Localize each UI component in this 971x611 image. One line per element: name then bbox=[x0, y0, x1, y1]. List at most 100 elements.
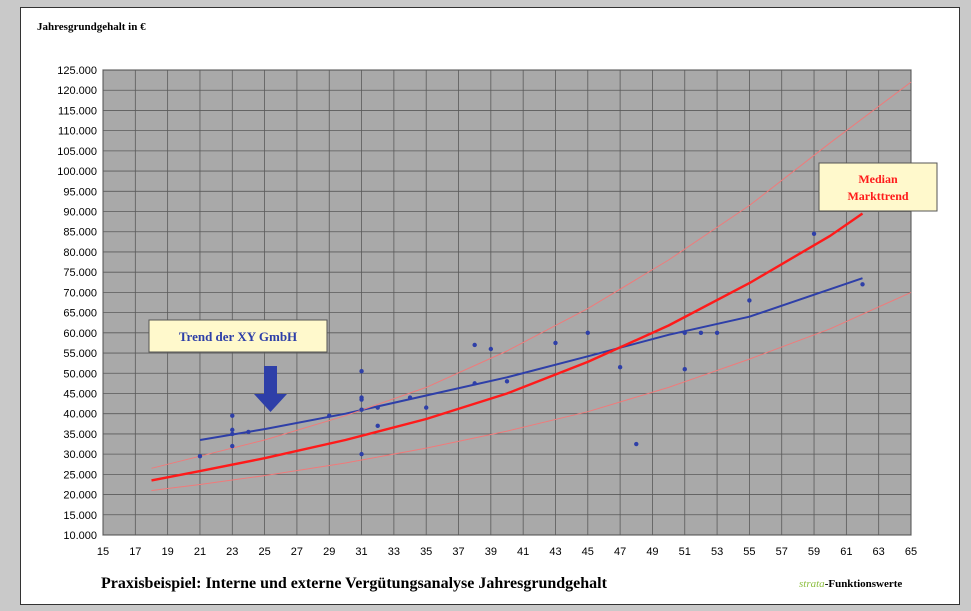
series-line-lower bbox=[151, 291, 912, 491]
y-tick-label: 10.000 bbox=[63, 530, 97, 542]
x-tick-label: 15 bbox=[97, 546, 109, 558]
data-point bbox=[230, 443, 235, 449]
footer-title: Praxisbeispiel: Interne und externe Verg… bbox=[101, 575, 608, 592]
data-point bbox=[230, 427, 235, 433]
data-point bbox=[246, 429, 251, 435]
footer-brand: strata-Funktionswerte bbox=[799, 578, 902, 590]
y-tick-label: 35.000 bbox=[63, 429, 97, 441]
footer-brand-em: strata bbox=[799, 578, 825, 590]
x-tick-label: 29 bbox=[323, 546, 335, 558]
y-tick-label: 85.000 bbox=[63, 227, 97, 239]
data-point bbox=[860, 282, 865, 287]
data-point bbox=[634, 441, 639, 447]
median-callout-line2: Markttrend bbox=[847, 189, 908, 203]
data-point bbox=[407, 395, 413, 400]
data-point bbox=[682, 330, 687, 336]
x-tick-label: 61 bbox=[840, 546, 852, 558]
x-tick-label: 27 bbox=[291, 546, 303, 558]
y-tick-label: 65.000 bbox=[63, 308, 97, 320]
series-line-trend bbox=[199, 277, 863, 441]
trend-lines bbox=[151, 81, 912, 491]
median-callout-line1: Median bbox=[858, 172, 898, 186]
x-tick-label: 53 bbox=[711, 546, 723, 558]
y-tick-label: 80.000 bbox=[63, 247, 97, 259]
y-tick-label: 55.000 bbox=[63, 348, 97, 360]
trend-callout: Trend der XY GmbH bbox=[148, 319, 328, 353]
x-tick-label: 51 bbox=[679, 546, 691, 558]
data-point bbox=[488, 346, 494, 352]
x-tick-label: 45 bbox=[582, 546, 594, 558]
x-tick-label: 31 bbox=[355, 546, 367, 558]
data-point bbox=[504, 379, 510, 384]
series-line-upper bbox=[151, 81, 912, 469]
data-point bbox=[424, 405, 429, 410]
y-tick-label: 115.000 bbox=[58, 105, 97, 117]
data-points bbox=[197, 231, 865, 459]
y-tick-label: 75.000 bbox=[63, 267, 97, 279]
data-point bbox=[375, 423, 380, 429]
y-tick-label: 95.000 bbox=[63, 186, 97, 198]
x-tick-label: 41 bbox=[517, 546, 529, 558]
data-point bbox=[359, 395, 364, 400]
y-tick-label: 45.000 bbox=[63, 388, 97, 400]
data-point bbox=[230, 431, 235, 437]
x-tick-label: 33 bbox=[388, 546, 400, 558]
data-point bbox=[617, 364, 623, 370]
y-tick-label: 15.000 bbox=[63, 510, 97, 522]
x-tick-label: 55 bbox=[743, 546, 755, 558]
chart-svg: Jahresgrundgehalt in € 10.000 15.000 20.00… bbox=[37, 21, 938, 592]
y-tick-label: 110.000 bbox=[58, 126, 97, 138]
data-point bbox=[472, 381, 477, 386]
y-tick-label: 60.000 bbox=[63, 328, 97, 340]
y-tick-label: 105.000 bbox=[57, 146, 97, 158]
data-point bbox=[472, 342, 477, 348]
chart-frame: Jahresgrundgehalt in € 10.000 15.000 20.00… bbox=[20, 7, 960, 605]
y-axis-label: Jahresgrundgehalt in € bbox=[37, 21, 146, 33]
x-tick-label: 63 bbox=[873, 546, 885, 558]
x-tick-label: 49 bbox=[646, 546, 658, 558]
trend-callout-box bbox=[148, 319, 328, 353]
data-point bbox=[714, 330, 720, 336]
median-callout: Median Markttrend bbox=[818, 162, 938, 212]
median-callout-box bbox=[818, 162, 938, 212]
data-point bbox=[682, 367, 687, 372]
y-tick-label: 30.000 bbox=[63, 449, 97, 461]
x-tick-label: 25 bbox=[258, 546, 270, 558]
down-arrow-icon bbox=[254, 366, 287, 412]
y-tick-label: 50.000 bbox=[63, 368, 97, 380]
data-point bbox=[375, 405, 380, 410]
y-tick-label: 25.000 bbox=[63, 469, 97, 481]
y-tick-label: 90.000 bbox=[63, 207, 97, 219]
y-tick-label: 125.000 bbox=[57, 65, 97, 77]
trend-callout-label: Trend der XY GmbH bbox=[179, 329, 297, 344]
x-tick-label: 47 bbox=[614, 546, 626, 558]
y-tick-label: 40.000 bbox=[63, 409, 97, 421]
y-tick-label: 20.000 bbox=[63, 490, 97, 502]
data-point bbox=[359, 407, 364, 412]
x-tick-label: 43 bbox=[549, 546, 561, 558]
x-tick-label: 65 bbox=[905, 546, 917, 558]
x-tick-labels: 15 17 19 21 23 25 27 29 31 33 35 37 39 41 43 45 47 49 51 53… bbox=[97, 546, 917, 558]
y-tick-label: 100.000 bbox=[57, 166, 97, 178]
data-point bbox=[359, 369, 364, 374]
x-tick-label: 19 bbox=[162, 546, 174, 558]
x-tick-label: 21 bbox=[194, 546, 206, 558]
data-point bbox=[585, 330, 590, 336]
data-point bbox=[197, 453, 203, 459]
x-tick-label: 39 bbox=[485, 546, 497, 558]
data-point bbox=[698, 330, 704, 336]
x-tick-label: 17 bbox=[129, 546, 141, 558]
data-point bbox=[359, 451, 364, 457]
x-tick-label: 37 bbox=[452, 546, 464, 558]
data-point bbox=[230, 413, 235, 418]
footer-brand-rest: -Funktionswerte bbox=[825, 578, 903, 590]
data-point bbox=[747, 298, 752, 303]
x-tick-label: 59 bbox=[808, 546, 820, 558]
data-point bbox=[327, 413, 332, 418]
data-point bbox=[811, 231, 817, 236]
y-tick-label: 120.000 bbox=[57, 85, 97, 97]
x-tick-label: 23 bbox=[226, 546, 238, 558]
x-tick-label: 57 bbox=[776, 546, 788, 558]
x-tick-label: 35 bbox=[420, 546, 432, 558]
plot-area bbox=[102, 69, 912, 536]
